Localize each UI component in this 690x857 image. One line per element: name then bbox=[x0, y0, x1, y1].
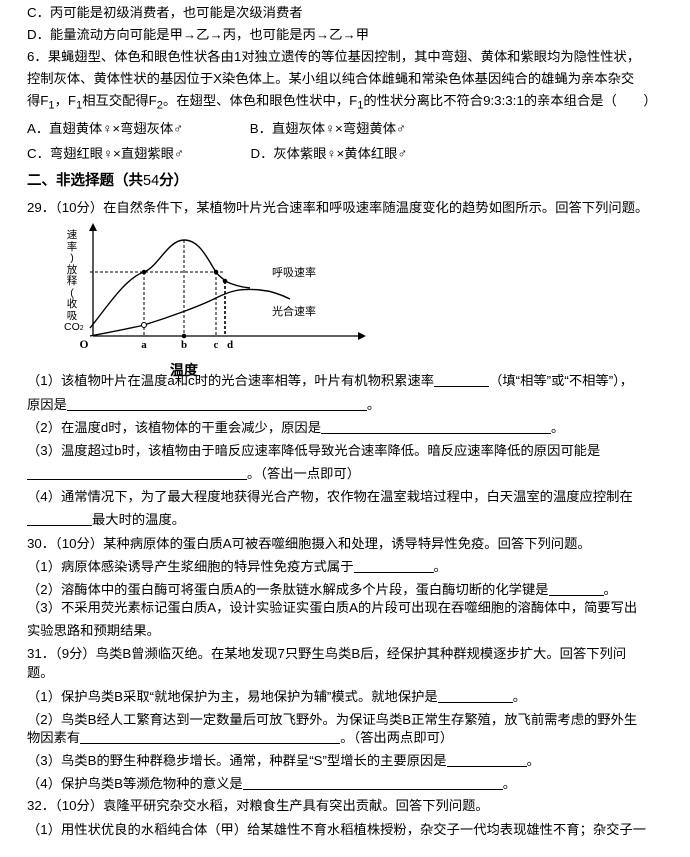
svg-text:呼吸速率: 呼吸速率 bbox=[272, 265, 316, 279]
svg-text:d: d bbox=[227, 339, 233, 351]
svg-text:O: O bbox=[80, 339, 89, 351]
svg-text:b: b bbox=[181, 339, 187, 351]
svg-text:c: c bbox=[214, 339, 219, 351]
svg-text:a: a bbox=[141, 339, 147, 351]
svg-text:光合速率: 光合速率 bbox=[272, 304, 316, 318]
